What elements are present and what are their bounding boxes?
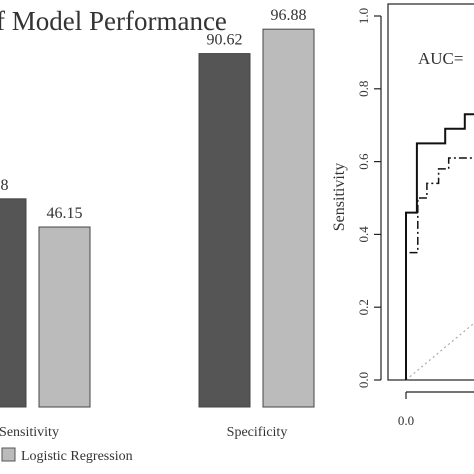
bar-chart-title: f Model Performance (0, 6, 227, 36)
bar-value-label: 96.88 (271, 7, 307, 24)
roc-reference-diagonal (405, 322, 474, 381)
roc-plot-frame (387, 3, 474, 381)
auc-annotation: AUC= (418, 49, 463, 68)
category-label-group: Sensitivity Specificity (0, 425, 287, 440)
category-label: Sensitivity (0, 425, 59, 440)
roc-curve-group (405, 113, 474, 381)
bar-panel: f Model Performance 38 46.15 90.62 96.88 Se… (0, 6, 315, 464)
y-tick-label: 0.4 (356, 226, 371, 243)
y-tick-label: 1.0 (356, 8, 371, 24)
bar-value-label: 38 (0, 177, 9, 194)
bar-label-group: 38 46.15 90.62 96.88 (0, 7, 307, 222)
y-tick-label: 0.2 (356, 299, 371, 315)
category-label: Specificity (227, 425, 288, 440)
bar-sensitivity-1 (38, 226, 91, 408)
bar-value-label: 46.15 (47, 205, 83, 222)
x-tick-label: 0.0 (398, 413, 414, 428)
legend: Logistic Regression (1, 447, 133, 464)
roc-curve-dashdot (409, 157, 474, 254)
bar-group (0, 28, 315, 408)
y-tick-group: 0.0 0.2 0.4 0.6 0.8 1.0 (356, 8, 381, 388)
legend-label: Logistic Regression (21, 449, 133, 464)
bar-specificity-1 (262, 28, 315, 408)
y-tick-label: 0.8 (356, 81, 371, 97)
y-axis-label: Sensitivity (331, 163, 348, 231)
y-tick-label: 0.6 (356, 153, 371, 170)
roc-curve-solid (405, 113, 474, 380)
roc-panel: 0.0 0.2 0.4 0.6 0.8 1.0 0.0 Sensitivity AUC= (331, 3, 474, 428)
y-tick-label: 0.0 (356, 372, 371, 388)
legend-swatch (1, 447, 16, 462)
bar-sensitivity-0 (0, 198, 27, 408)
bar-value-label: 90.62 (207, 32, 243, 49)
bar-specificity-0 (198, 53, 251, 408)
